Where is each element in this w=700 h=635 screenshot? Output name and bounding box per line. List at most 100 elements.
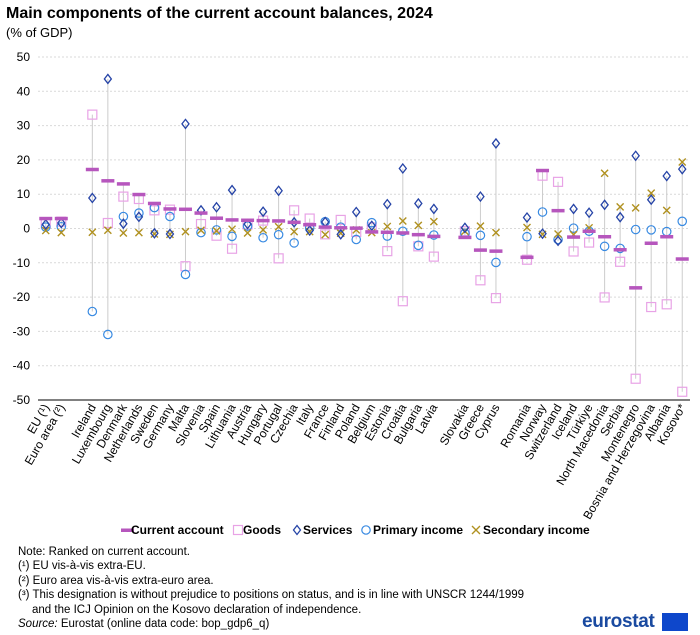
legend-item-primary-income[interactable]: Primary income [361,523,464,537]
current-account-point[interactable] [163,207,177,211]
current-account-point[interactable] [567,235,581,239]
primary-income-point[interactable] [677,216,688,227]
services-point[interactable] [398,162,408,175]
services-point[interactable] [274,185,283,197]
current-account-point[interactable] [225,218,239,222]
goods-point[interactable] [490,293,502,304]
current-account-point[interactable] [132,192,146,197]
secondary-income-point[interactable] [88,228,97,237]
current-account-point[interactable] [396,231,410,235]
goods-point[interactable] [521,254,533,265]
current-account-point[interactable] [349,226,363,230]
current-account-point[interactable] [241,218,255,223]
services-point[interactable] [538,228,547,240]
current-account-point[interactable] [629,286,643,290]
primary-income-point[interactable] [165,211,175,222]
services-point[interactable] [305,224,314,237]
services-point[interactable] [584,207,594,219]
goods-point[interactable] [583,237,595,248]
secondary-income-point[interactable] [414,221,423,230]
primary-income-point[interactable] [103,329,113,340]
services-point[interactable] [227,184,237,196]
secondary-income-point[interactable] [383,222,392,231]
secondary-income-point[interactable] [212,226,221,235]
current-account-point[interactable] [660,234,674,239]
services-point[interactable] [181,118,190,130]
goods-point[interactable] [630,373,641,384]
services-point[interactable] [351,206,361,218]
current-account-point[interactable] [675,257,689,261]
current-account-point[interactable] [39,216,53,221]
secondary-income-point[interactable] [554,229,563,238]
primary-income-point[interactable] [211,225,222,235]
services-point[interactable] [522,211,532,224]
primary-income-point[interactable] [196,227,206,238]
services-point[interactable] [600,199,609,211]
services-point[interactable] [212,201,221,213]
secondary-income-point[interactable] [181,227,190,236]
secondary-income-point[interactable] [662,206,671,215]
services-point[interactable] [150,227,159,239]
eurostat-logo[interactable]: eurostat [582,611,692,633]
goods-point[interactable] [382,246,393,257]
secondary-income-point[interactable] [647,189,656,198]
current-account-point[interactable] [365,230,379,234]
current-account-point[interactable] [318,225,332,229]
current-account-point[interactable] [598,234,612,239]
services-point[interactable] [119,218,128,230]
current-account-point[interactable] [178,207,192,212]
services-point[interactable] [646,194,656,206]
current-account-point[interactable] [194,211,208,215]
services-point[interactable] [243,218,252,230]
services-point[interactable] [196,204,206,216]
goods-point[interactable] [397,296,408,307]
current-account-point[interactable] [334,226,348,230]
services-point[interactable] [88,192,97,204]
services-point[interactable] [382,198,392,210]
current-account-point[interactable] [520,255,534,260]
current-account-point[interactable] [303,222,317,227]
secondary-income-point[interactable] [259,225,268,234]
services-point[interactable] [165,228,175,240]
primary-income-point[interactable] [273,229,284,240]
legend-item-services[interactable]: Services [292,523,353,537]
current-account-point[interactable] [116,182,130,186]
goods-point[interactable] [615,256,626,267]
primary-income-point[interactable] [134,208,144,218]
goods-point[interactable] [226,243,238,254]
secondary-income-point[interactable] [197,226,205,235]
secondary-income-point[interactable] [600,169,609,178]
services-point[interactable] [414,197,423,210]
primary-income-point[interactable] [180,269,191,280]
secondary-income-point[interactable] [134,228,143,237]
current-account-point[interactable] [613,248,627,252]
secondary-income-point[interactable] [616,202,625,211]
secondary-income-point[interactable] [476,222,485,231]
current-account-point[interactable] [551,208,565,213]
secondary-income-point[interactable] [243,228,252,237]
current-account-point[interactable] [644,241,658,245]
primary-income-point[interactable] [366,217,377,228]
current-account-point[interactable] [582,229,596,233]
goods-point[interactable] [552,176,564,187]
services-point[interactable] [631,150,640,162]
goods-point[interactable] [568,246,579,257]
current-account-point[interactable] [147,201,161,206]
services-point[interactable] [491,137,501,149]
goods-point[interactable] [149,205,160,216]
secondary-income-point[interactable] [274,222,283,231]
legend-item-goods[interactable]: Goods [232,523,282,537]
current-account-point[interactable] [458,235,472,240]
primary-income-point[interactable] [413,240,424,251]
services-point[interactable] [429,203,439,215]
primary-income-point[interactable] [522,231,532,242]
services-point[interactable] [553,235,563,247]
primary-income-point[interactable] [351,234,362,245]
goods-point[interactable] [118,191,129,202]
secondary-income-point[interactable] [678,157,687,166]
goods-point[interactable] [646,301,657,313]
primary-income-point[interactable] [289,238,299,248]
current-account-point[interactable] [101,179,115,183]
secondary-income-point[interactable] [429,217,438,226]
primary-income-point[interactable] [553,234,563,245]
